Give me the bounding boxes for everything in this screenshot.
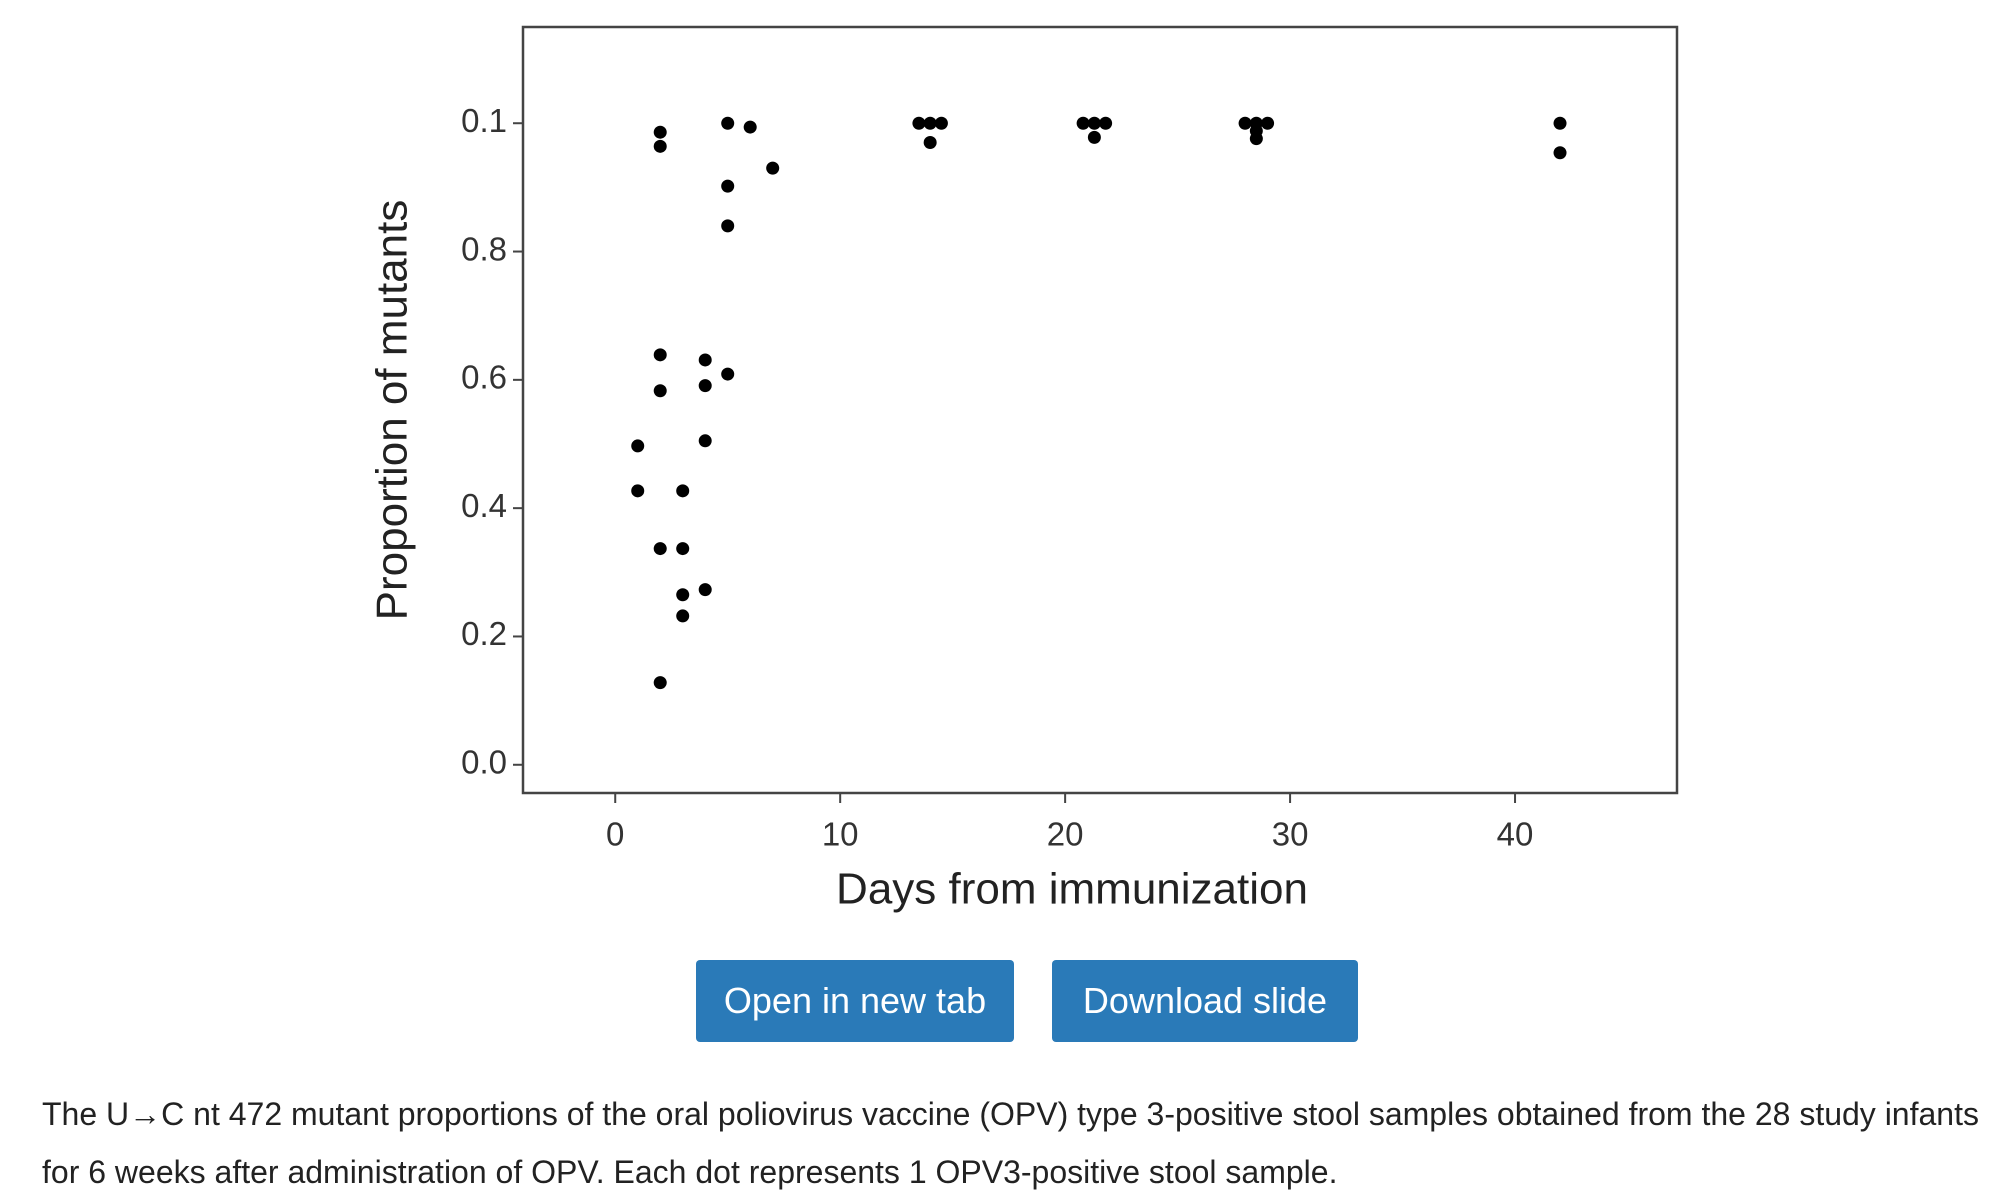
dot <box>1553 116 1567 130</box>
dot <box>653 125 667 139</box>
dot <box>1087 116 1101 130</box>
y-tick-label: 0.8 <box>461 230 507 267</box>
dot <box>1099 116 1113 130</box>
dot <box>721 367 735 381</box>
dot <box>1087 130 1101 144</box>
dot <box>631 439 645 453</box>
dot <box>653 676 667 690</box>
y-tick-label: 0.6 <box>461 359 507 396</box>
y-axis-label: Proportion of mutants <box>368 200 417 621</box>
dot <box>1261 116 1275 130</box>
plot-frame <box>521 25 1679 795</box>
dot <box>676 609 690 623</box>
x-tick-label: 20 <box>1047 816 1084 853</box>
dot <box>653 542 667 556</box>
dot <box>698 379 712 393</box>
dot <box>766 161 780 175</box>
dot <box>698 434 712 448</box>
dot <box>934 116 948 130</box>
dot <box>653 348 667 362</box>
dot <box>631 484 645 498</box>
x-axis-label: Days from immunization <box>836 865 1308 914</box>
dot <box>698 583 712 597</box>
dot <box>1238 116 1252 130</box>
x-tick-label: 40 <box>1497 816 1534 853</box>
dot <box>653 139 667 153</box>
dot <box>676 484 690 498</box>
open-button[interactable]: Open in new tab <box>696 960 1014 1042</box>
caption: The U→C nt 472 mutant proportions of the… <box>42 1096 1979 1190</box>
dot <box>1249 132 1263 146</box>
dot <box>698 353 712 367</box>
dot <box>1076 116 1090 130</box>
x-tick-label: 10 <box>822 816 859 853</box>
dot <box>743 120 757 134</box>
y-tick-label: 0.2 <box>461 615 507 652</box>
dot <box>912 116 926 130</box>
dot <box>923 135 937 149</box>
x-tick-label: 0 <box>606 816 624 853</box>
dot <box>923 116 937 130</box>
download-button[interactable]: Download slide <box>1052 960 1358 1042</box>
dot <box>676 542 690 556</box>
chart: Days from immunization Proportion of mut… <box>368 25 1679 914</box>
y-tick-label: 0.4 <box>461 487 507 524</box>
dot <box>721 219 735 233</box>
x-tick-label: 30 <box>1272 816 1309 853</box>
y-tick-label: 0.1 <box>461 102 507 139</box>
dot <box>1553 146 1567 160</box>
dot <box>653 384 667 398</box>
dot <box>676 588 690 602</box>
dot <box>721 179 735 193</box>
dot <box>721 116 735 130</box>
y-tick-label: 0.0 <box>461 743 507 780</box>
